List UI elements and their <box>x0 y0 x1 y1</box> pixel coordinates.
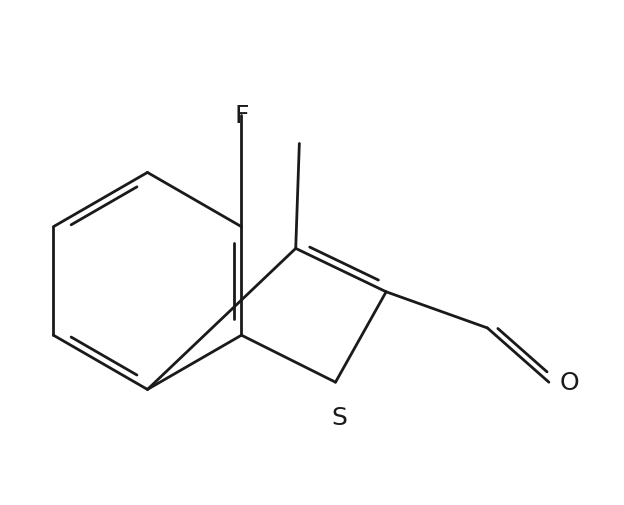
Text: O: O <box>560 371 579 394</box>
Text: F: F <box>234 104 249 127</box>
Text: S: S <box>331 406 347 429</box>
